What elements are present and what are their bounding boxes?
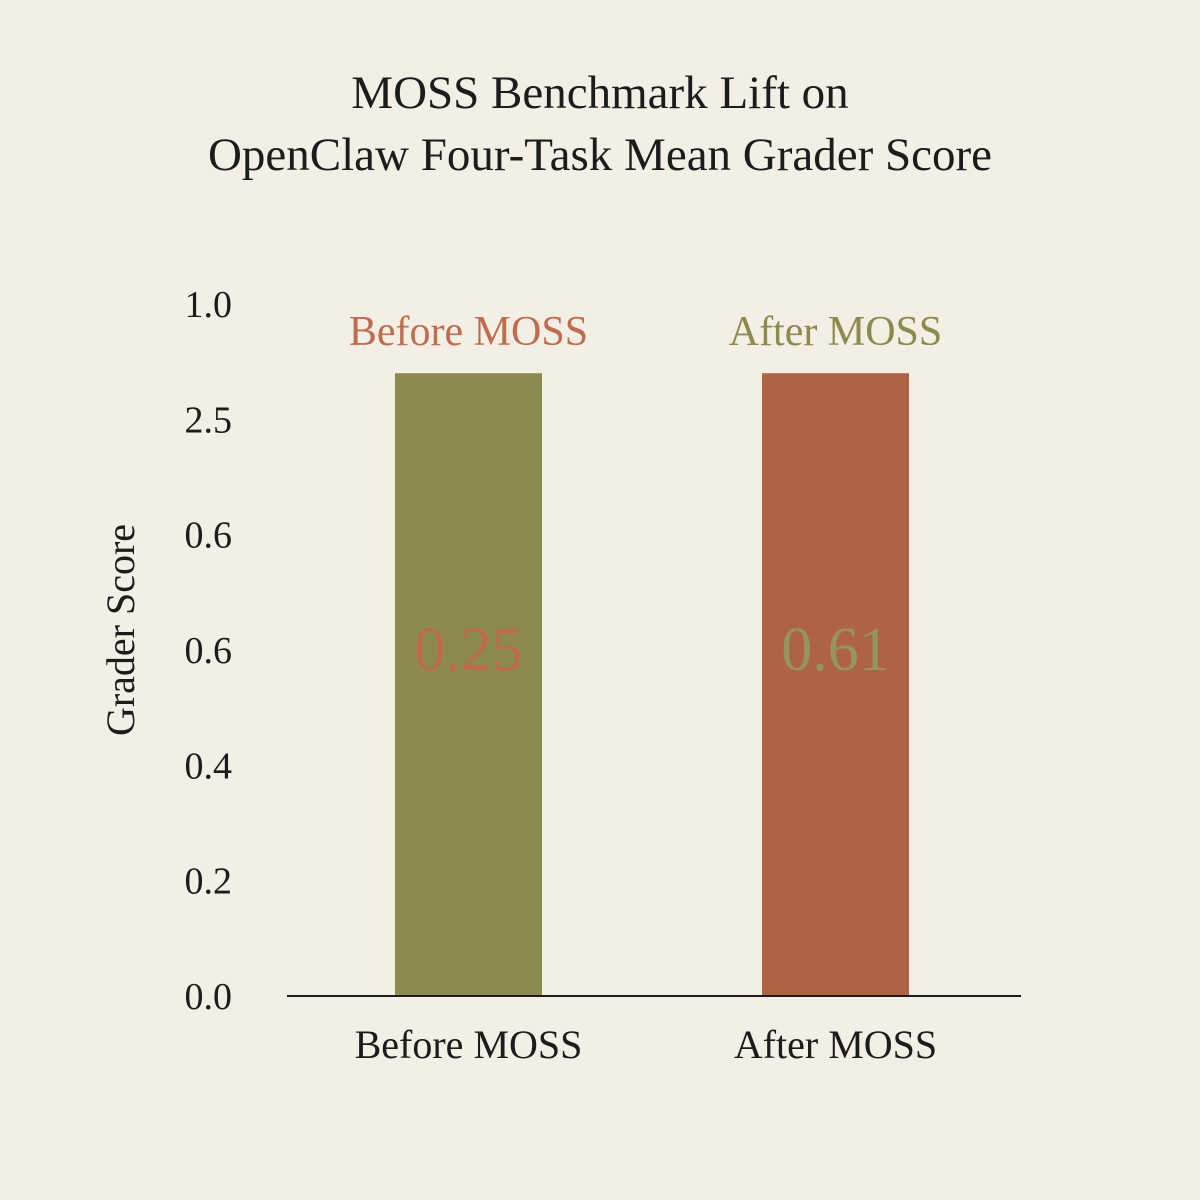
y-tick-label: 0.2 xyxy=(185,861,233,903)
bar xyxy=(762,373,909,996)
chart-title-line-2: OpenClaw Four-Task Mean Grader Score xyxy=(207,129,993,181)
bars: Before MOSS 0.25 After MOSS 0.61 xyxy=(349,309,942,996)
x-tick-label: After MOSS xyxy=(734,1022,937,1067)
y-tick-label: 0.6 xyxy=(185,515,233,557)
bar-value-label: 0.61 xyxy=(781,616,890,684)
y-tick-label: 0.6 xyxy=(185,630,233,672)
y-tick-label: 2.5 xyxy=(185,399,233,441)
chart-title-line-1: MOSS Benchmark Lift on xyxy=(351,67,849,119)
bar-top-label: After MOSS xyxy=(729,309,943,355)
bar-top-label: Before MOSS xyxy=(349,309,588,355)
y-tick-label: 0.0 xyxy=(185,976,233,1018)
y-axis-label: Grader Score xyxy=(98,524,143,736)
y-axis-ticks: 1.0 2.5 0.6 0.6 0.4 0.2 0.0 xyxy=(185,284,233,1018)
y-tick-label: 1.0 xyxy=(185,284,233,326)
y-tick-label: 0.4 xyxy=(185,745,233,787)
bar-value-label: 0.25 xyxy=(414,616,523,684)
bar xyxy=(395,373,542,996)
x-tick-label: Before MOSS xyxy=(355,1022,583,1067)
x-axis-ticks: Before MOSS After MOSS xyxy=(355,1022,938,1067)
chart-title: MOSS Benchmark Lift on OpenClaw Four-Tas… xyxy=(0,62,1200,186)
